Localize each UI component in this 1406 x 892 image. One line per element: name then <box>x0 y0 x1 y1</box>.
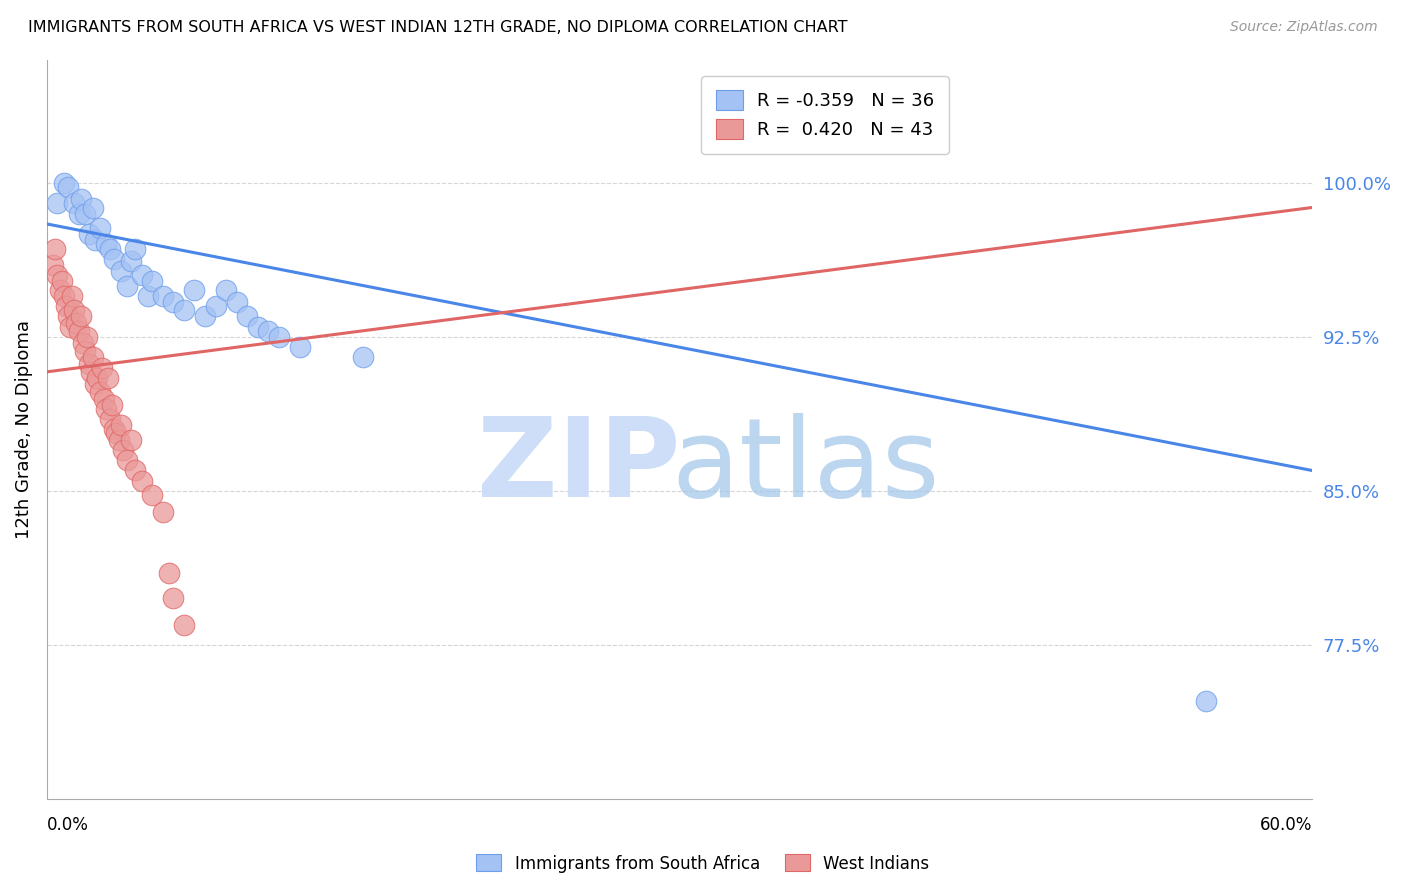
Legend: Immigrants from South Africa, West Indians: Immigrants from South Africa, West India… <box>470 847 936 880</box>
Point <box>105 426 128 441</box>
Point <box>98 412 121 426</box>
Point <box>52 176 75 190</box>
Point <box>56 310 79 324</box>
Point <box>120 433 142 447</box>
Text: atlas: atlas <box>672 413 941 520</box>
Point <box>56 180 79 194</box>
Point <box>141 488 163 502</box>
Point <box>110 264 132 278</box>
Point <box>69 310 91 324</box>
Point <box>55 299 77 313</box>
Point <box>1195 693 1218 707</box>
Point <box>204 299 226 313</box>
Point <box>94 401 117 416</box>
Point <box>42 258 65 272</box>
Point <box>67 207 90 221</box>
Point <box>288 340 311 354</box>
Point <box>141 275 163 289</box>
Text: IMMIGRANTS FROM SOUTH AFRICA VS WEST INDIAN 12TH GRADE, NO DIPLOMA CORRELATION C: IMMIGRANTS FROM SOUTH AFRICA VS WEST IND… <box>28 20 848 35</box>
Point <box>115 278 138 293</box>
Point <box>103 422 125 436</box>
Point <box>352 351 374 365</box>
Point <box>67 324 90 338</box>
Point <box>124 242 146 256</box>
Point <box>77 357 100 371</box>
Point <box>257 324 280 338</box>
Point <box>82 351 104 365</box>
Point <box>131 474 153 488</box>
Point <box>90 360 112 375</box>
Text: 0.0%: 0.0% <box>46 815 89 833</box>
Point <box>103 252 125 266</box>
Point <box>44 242 66 256</box>
Text: ZIP: ZIP <box>477 413 681 520</box>
Point <box>173 303 195 318</box>
Point <box>84 233 107 247</box>
Point <box>225 295 247 310</box>
Point <box>107 433 129 447</box>
Point <box>267 330 290 344</box>
Point <box>111 442 134 457</box>
Point <box>97 371 120 385</box>
Legend: R = -0.359   N = 36, R =  0.420   N = 43: R = -0.359 N = 36, R = 0.420 N = 43 <box>702 76 949 153</box>
Text: 60.0%: 60.0% <box>1260 815 1312 833</box>
Point <box>77 227 100 242</box>
Point <box>51 275 73 289</box>
Point <box>73 344 96 359</box>
Point <box>76 330 98 344</box>
Point <box>86 371 108 385</box>
Point <box>65 316 87 330</box>
Text: Source: ZipAtlas.com: Source: ZipAtlas.com <box>1230 20 1378 34</box>
Point <box>131 268 153 283</box>
Point <box>73 207 96 221</box>
Point <box>101 398 124 412</box>
Point <box>183 283 205 297</box>
Point <box>80 365 103 379</box>
Point <box>82 201 104 215</box>
Point <box>69 192 91 206</box>
Point <box>115 453 138 467</box>
Point <box>84 377 107 392</box>
Point <box>46 196 69 211</box>
Point <box>162 591 184 605</box>
Point <box>157 566 180 581</box>
Point <box>110 418 132 433</box>
Point <box>152 504 174 518</box>
Point <box>93 392 115 406</box>
Point <box>48 283 70 297</box>
Point <box>72 336 94 351</box>
Point <box>94 237 117 252</box>
Point <box>60 289 83 303</box>
Point <box>152 289 174 303</box>
Point <box>63 303 86 318</box>
Point <box>89 221 111 235</box>
Point <box>63 196 86 211</box>
Y-axis label: 12th Grade, No Diploma: 12th Grade, No Diploma <box>15 320 32 539</box>
Point <box>46 268 69 283</box>
Point <box>173 617 195 632</box>
Point <box>89 385 111 400</box>
Point <box>59 319 82 334</box>
Point <box>136 289 159 303</box>
Point <box>98 242 121 256</box>
Point <box>236 310 259 324</box>
Point <box>194 310 217 324</box>
Point <box>52 289 75 303</box>
Point <box>246 319 269 334</box>
Point <box>215 283 238 297</box>
Point <box>120 254 142 268</box>
Point <box>162 295 184 310</box>
Point <box>124 463 146 477</box>
